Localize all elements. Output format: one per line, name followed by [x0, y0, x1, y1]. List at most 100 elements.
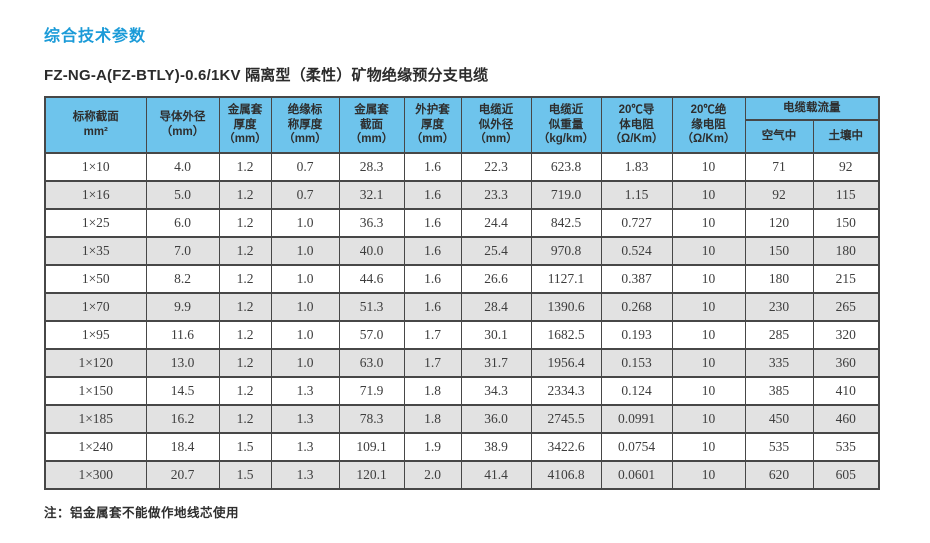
header-line: 20℃导 — [618, 103, 655, 116]
table-cell: 1.7 — [403, 319, 462, 350]
table-cell: 120.1 — [338, 459, 405, 490]
table-cell: 842.5 — [530, 207, 602, 238]
table-cell: 360 — [812, 347, 880, 378]
table-cell: 1.6 — [403, 291, 462, 322]
header-line: （mm） — [349, 133, 394, 146]
table-cell: 10 — [671, 207, 746, 238]
table-cell: 1.6 — [403, 151, 462, 182]
table-header-cell: 电缆近 似外径 （mm） — [460, 96, 532, 154]
table-cell: 535 — [812, 431, 880, 462]
table-cell: 4106.8 — [530, 459, 602, 490]
table-cell: 10 — [671, 291, 746, 322]
table-cell: 215 — [812, 263, 880, 294]
table-cell: 32.1 — [338, 179, 405, 210]
table-row: 1×25 6.0 1.2 1.0 36.3 1.6 24.4 842.5 0.727 10 120 1… — [44, 207, 880, 238]
table-cell: 2745.5 — [530, 403, 602, 434]
table-cell: 92 — [744, 179, 814, 210]
table-cell: 25.4 — [460, 235, 532, 266]
table-header: 标称截面 mm² 导体外径 （mm） 金属套 厚度 （mm） 绝缘标 称厚度 （mm） 金属套 截面（… — [44, 96, 880, 154]
table-cell: 38.9 — [460, 431, 532, 462]
header-line: 绝缘标 — [287, 103, 323, 116]
table-cell: 0.0991 — [600, 403, 673, 434]
table-cell: 115 — [812, 179, 880, 210]
header-line: 20℃绝 — [690, 103, 727, 116]
table-body: 1×10 4.0 1.2 0.7 28.3 1.6 22.3 623.8 1.83 10 71 92 1… — [44, 151, 880, 490]
table-cell: 1.0 — [270, 319, 340, 350]
table-cell: 1.3 — [270, 431, 340, 462]
header-line: （mm） — [283, 133, 327, 146]
table-cell: 410 — [812, 375, 880, 406]
table-cell: 30.1 — [460, 319, 532, 350]
header-line: 称厚度 — [287, 118, 323, 131]
table-cell: 0.7 — [270, 179, 340, 210]
table-cell: 719.0 — [530, 179, 602, 210]
table-cell: 71 — [744, 151, 814, 182]
table-header-cell: 导体外径 （mm） — [145, 96, 220, 154]
table-cell: 10 — [671, 459, 746, 490]
table-cell: 2.0 — [403, 459, 462, 490]
table-cell: 44.6 — [338, 263, 405, 294]
header-line: 缘电阻 — [691, 118, 726, 131]
table-cell: 1.5 — [218, 431, 272, 462]
table-cell: 51.3 — [338, 291, 405, 322]
table-cell: 1.7 — [403, 347, 462, 378]
table-cell: 1×25 — [44, 207, 147, 238]
table-cell: 10 — [671, 403, 746, 434]
table-cell: 1.0 — [270, 347, 340, 378]
table-row: 1×10 4.0 1.2 0.7 28.3 1.6 22.3 623.8 1.83 10 71 92 — [44, 151, 880, 182]
table-cell: 150 — [812, 207, 880, 238]
table-cell: 230 — [744, 291, 814, 322]
table-cell: 1.6 — [403, 207, 462, 238]
table-cell: 1.5 — [218, 459, 272, 490]
table-cell: 1×185 — [44, 403, 147, 434]
table-cell: 0.524 — [600, 235, 673, 266]
table-cell: 1.2 — [218, 179, 272, 210]
table-cell: 7.0 — [145, 235, 220, 266]
table-cell: 1.0 — [270, 235, 340, 266]
table-cell: 460 — [812, 403, 880, 434]
table-cell: 40.0 — [338, 235, 405, 266]
header-row-sub: 空气中 土壤中 — [45, 118, 880, 154]
table-cell: 1.2 — [218, 319, 272, 350]
table-cell: 22.3 — [460, 151, 532, 182]
table-cell: 1.2 — [218, 207, 272, 238]
table-cell: 28.4 — [460, 291, 532, 322]
table-cell: 109.1 — [338, 431, 405, 462]
table-cell: 10 — [671, 235, 746, 266]
table-cell: 265 — [812, 291, 880, 322]
table-cell: 1×95 — [44, 319, 147, 350]
table-row: 1×150 14.5 1.2 1.3 71.9 1.8 34.3 2334.3 0.124 10 3… — [44, 375, 880, 406]
table-cell: 4.0 — [145, 151, 220, 182]
table-cell: 1.15 — [600, 179, 673, 210]
header-line: 标称截面 — [72, 111, 119, 124]
header-line: 体电阻 — [619, 118, 654, 131]
table-cell: 0.0754 — [600, 431, 673, 462]
table-cell: 63.0 — [338, 347, 405, 378]
footnote: 注：铝金属套不能做作地线芯使用 — [44, 505, 240, 520]
header-line: 厚度 — [233, 118, 257, 131]
table-cell: 0.124 — [600, 375, 673, 406]
table-cell: 1.3 — [270, 459, 340, 490]
table-cell: 1×16 — [44, 179, 147, 210]
table-header-cell: 电缆近 似重量 （kg/km） — [530, 96, 602, 154]
table-cell: 605 — [812, 459, 880, 490]
table-cell: 26.6 — [460, 263, 532, 294]
table-cell: 3422.6 — [530, 431, 602, 462]
header-line: （mm） — [474, 133, 518, 146]
table-cell: 1.2 — [218, 263, 272, 294]
table-cell: 13.0 — [145, 347, 220, 378]
header-line: （mm） — [160, 125, 205, 138]
table-cell: 1×35 — [44, 235, 147, 266]
table-cell: 78.3 — [338, 403, 405, 434]
header-line: （Ω/Km） — [609, 133, 664, 146]
table-cell: 285 — [744, 319, 814, 350]
header-line: （mm） — [223, 133, 267, 146]
table-cell: 1×300 — [44, 459, 147, 490]
table-cell: 1.2 — [218, 151, 272, 182]
header-line: 金属套 — [354, 103, 389, 116]
table-cell: 1.8 — [403, 403, 462, 434]
table-row: 1×35 7.0 1.2 1.0 40.0 1.6 25.4 970.8 0.524 10 150 1… — [44, 235, 880, 266]
table-cell: 18.4 — [145, 431, 220, 462]
table-cell: 1.0 — [270, 207, 340, 238]
header-line: mm² — [83, 125, 108, 138]
